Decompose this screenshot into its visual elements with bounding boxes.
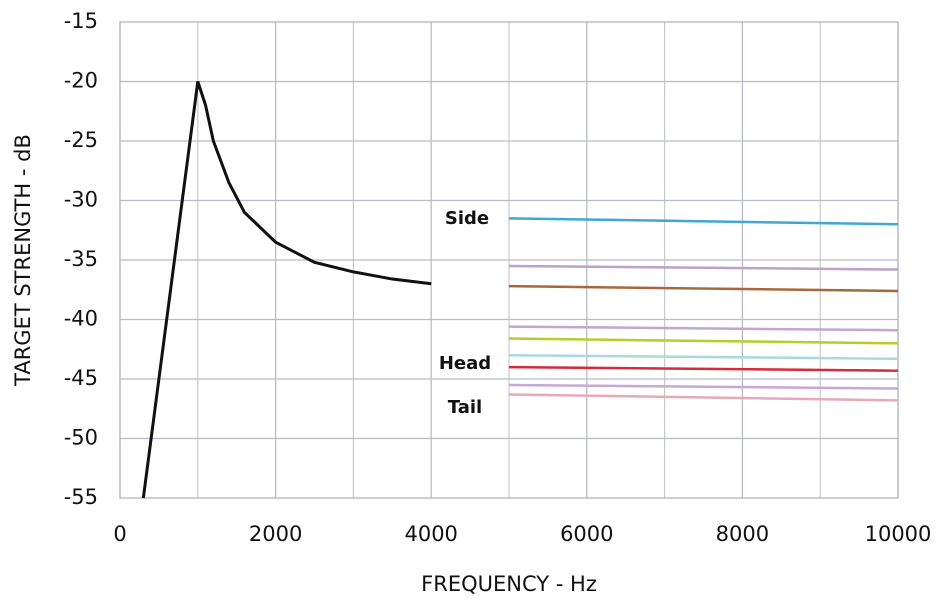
x-axis-label: FREQUENCY - Hz [421, 572, 597, 596]
y-tick-label: -15 [64, 9, 98, 33]
annotation: Tail [448, 397, 482, 418]
y-tick-label: -55 [64, 485, 98, 509]
x-tick-label: 8000 [716, 522, 769, 546]
y-tick-label: -40 [64, 307, 98, 331]
data-line [508, 217, 899, 226]
y-tick-label: -45 [64, 366, 98, 390]
data-line [508, 393, 899, 402]
data-line [508, 353, 899, 361]
y-tick-label: -25 [64, 128, 98, 152]
x-tick-label: 4000 [404, 522, 457, 546]
y-tick-label: -20 [64, 69, 98, 93]
y-tick-label: -50 [64, 426, 98, 450]
x-tick-label: 0 [113, 522, 126, 546]
y-axis-label: TARGET STRENGTH - dB [11, 134, 35, 387]
data-line [508, 325, 899, 332]
x-tick-label: 10000 [865, 522, 932, 546]
x-tick-label: 2000 [249, 522, 302, 546]
data-line [508, 264, 899, 271]
data-line [508, 284, 899, 293]
x-tick-label: 6000 [560, 522, 613, 546]
y-tick-label: -30 [64, 188, 98, 212]
annotation: Head [439, 353, 491, 374]
annotation: Side [445, 208, 489, 229]
data-line [508, 337, 899, 345]
data-line [141, 81, 432, 499]
y-tick-label: -35 [64, 247, 98, 271]
data-line [508, 383, 899, 390]
data-line [508, 365, 899, 372]
